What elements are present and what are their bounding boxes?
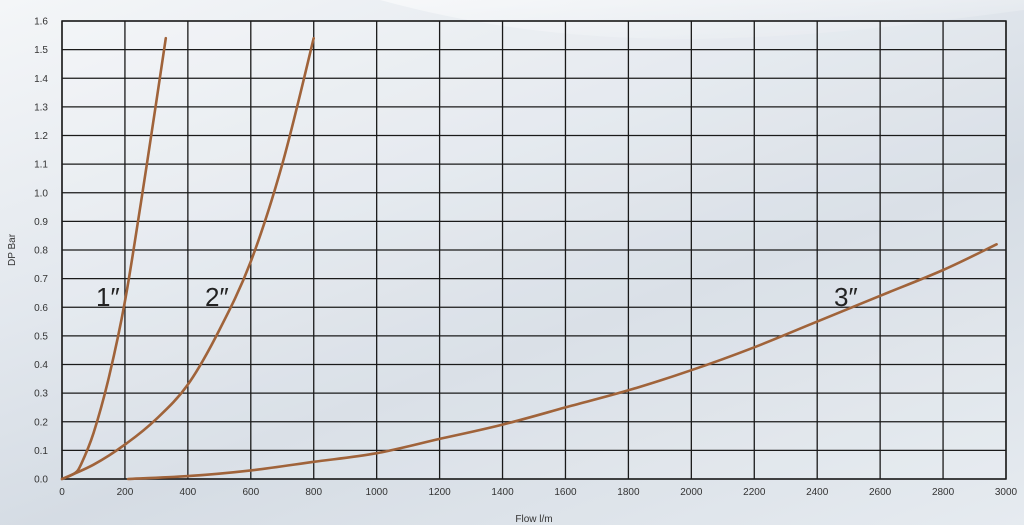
y-tick-label: 0.9 <box>34 217 48 228</box>
series-line <box>60 36 315 481</box>
y-tick-label: 0.5 <box>34 331 48 342</box>
y-tick-label: 1.1 <box>34 160 48 171</box>
y-tick-label: 1.2 <box>34 131 48 142</box>
y-tick-label: 1.3 <box>34 102 48 113</box>
x-tick-label: 600 <box>242 487 259 498</box>
x-tick-label: 800 <box>305 487 322 498</box>
background-glare <box>380 0 1024 39</box>
y-axis-ticks: 0.0 0.1 0.2 0.3 0.4 0.5 0.6 0.7 0.8 0.9 1.0 1.1 1.2 1… <box>34 17 48 486</box>
x-axis-label: Flow l/m <box>515 514 552 525</box>
y-axis-label: DP Bar <box>7 233 18 266</box>
series-label: 1″ <box>96 282 120 312</box>
curves <box>60 36 998 481</box>
x-tick-label: 2600 <box>869 487 892 498</box>
y-tick-label: 0.0 <box>34 475 48 486</box>
x-tick-label: 1600 <box>554 487 577 498</box>
x-tick-label: 2000 <box>680 487 703 498</box>
y-tick-label: 1.4 <box>34 74 48 85</box>
x-tick-label: 1800 <box>617 487 640 498</box>
y-tick-label: 0.7 <box>34 274 48 285</box>
curve-labels: 1″ 2″ 3″ <box>96 282 858 312</box>
x-tick-label: 200 <box>117 487 134 498</box>
y-tick-label: 0.8 <box>34 246 48 257</box>
y-tick-label: 0.6 <box>34 303 48 314</box>
x-tick-label: 2400 <box>806 487 829 498</box>
x-axis-ticks: 0 200 400 600 800 1000 1200 1400 1600 1800 2000 220… <box>59 487 1017 498</box>
y-tick-label: 0.3 <box>34 389 48 400</box>
x-tick-label: 1000 <box>366 487 389 498</box>
series-line <box>126 243 998 481</box>
grid <box>61 20 1007 480</box>
y-tick-label: 1.0 <box>34 188 48 199</box>
x-tick-label: 3000 <box>995 487 1018 498</box>
x-tick-label: 1400 <box>491 487 514 498</box>
x-tick-label: 2800 <box>932 487 955 498</box>
x-tick-label: 1200 <box>428 487 451 498</box>
y-tick-label: 1.5 <box>34 45 48 56</box>
plot-border <box>61 20 1007 480</box>
x-tick-label: 0 <box>59 487 65 498</box>
y-tick-label: 0.1 <box>34 446 48 457</box>
x-tick-label: 2200 <box>743 487 766 498</box>
x-tick-label: 400 <box>180 487 197 498</box>
series-label: 3″ <box>834 282 858 312</box>
y-tick-label: 1.6 <box>34 17 48 28</box>
y-tick-label: 0.2 <box>34 417 48 428</box>
y-tick-label: 0.4 <box>34 360 48 371</box>
series-label: 2″ <box>205 282 229 312</box>
